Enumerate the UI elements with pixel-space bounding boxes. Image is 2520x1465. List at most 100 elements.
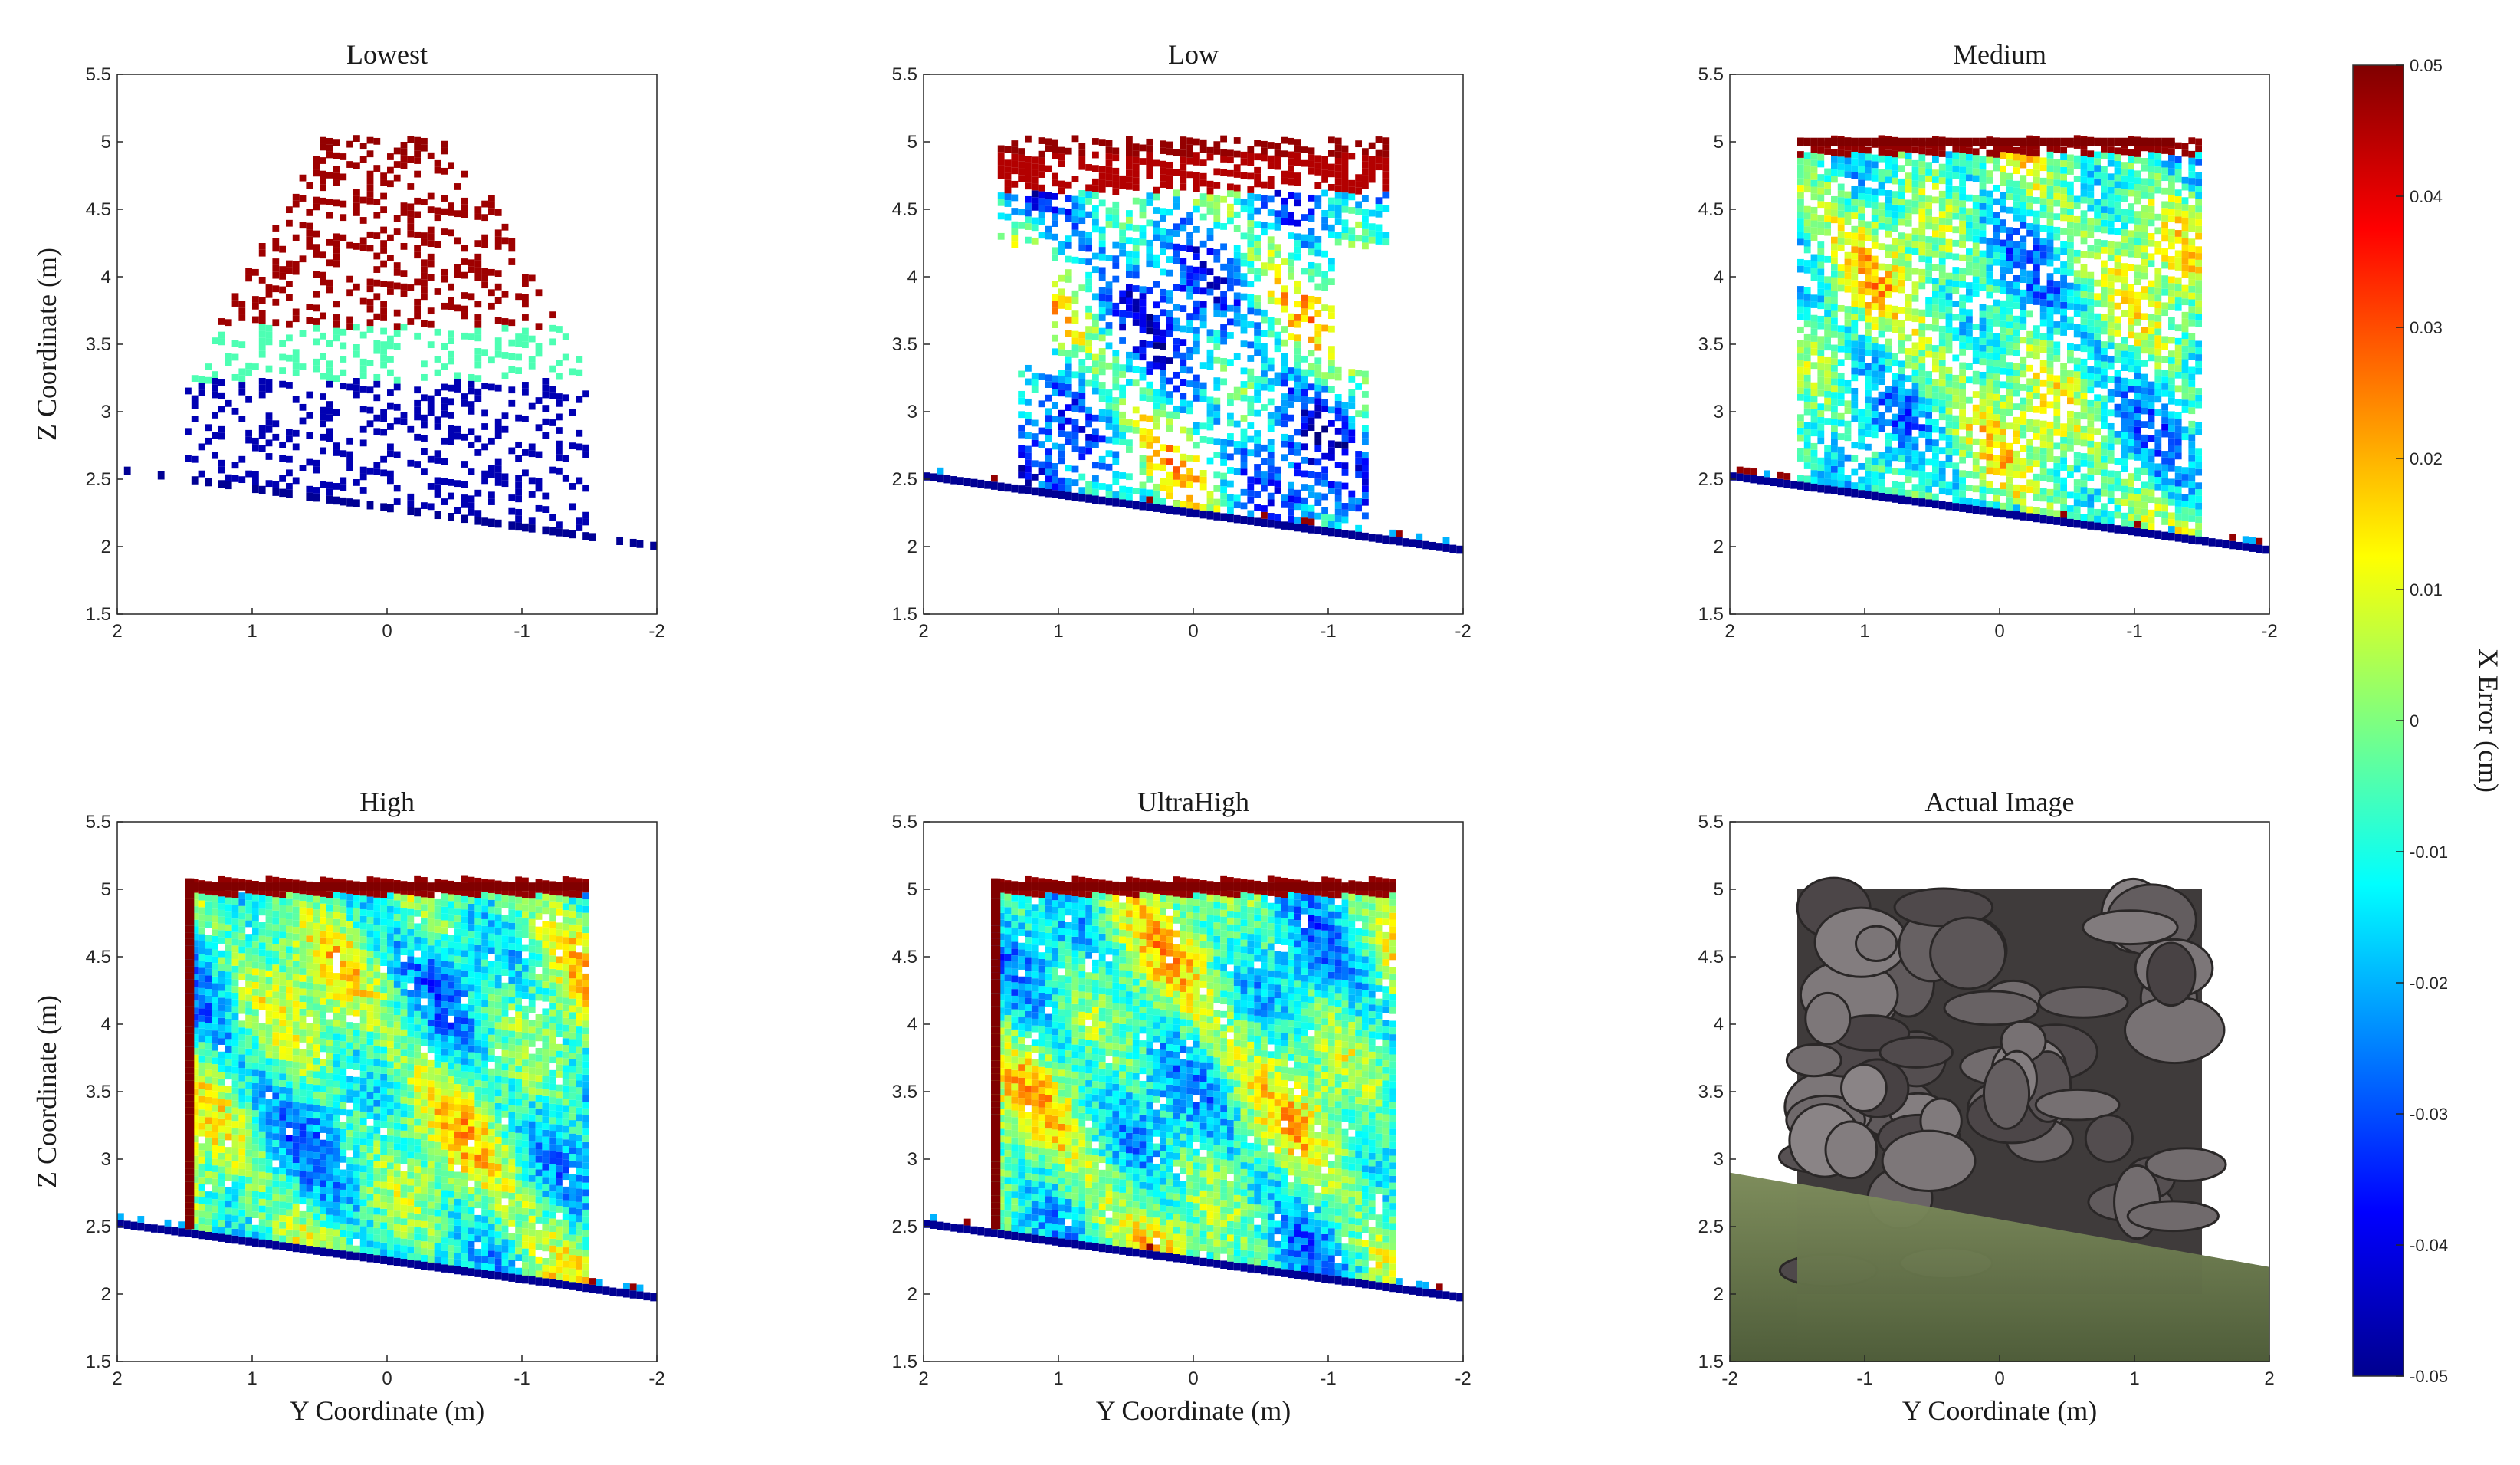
heatmap-cell <box>2000 354 2006 361</box>
heatmap-cell <box>1199 274 1207 281</box>
heatmap-cell <box>1892 413 1898 421</box>
heatmap-cell <box>1173 385 1180 393</box>
heatmap-cell <box>2128 412 2134 419</box>
heatmap-cell <box>1132 312 1140 320</box>
heatmap-cell <box>1803 429 1811 435</box>
heatmap-cell <box>1240 468 1248 476</box>
heatmap-cell <box>1898 320 1905 327</box>
heatmap-cell <box>1885 203 1892 211</box>
heatmap-cell <box>1126 169 1133 177</box>
heatmap-cell <box>1831 195 1838 203</box>
heatmap-cell <box>1213 296 1221 304</box>
heatmap-cell <box>1119 249 1126 257</box>
heatmap-cell <box>1199 483 1207 491</box>
heatmap-cell <box>1065 235 1072 243</box>
heatmap-cell <box>2080 459 2088 467</box>
heatmap-cell <box>1986 339 1993 346</box>
heatmap-cell <box>501 318 509 325</box>
heatmap-cell <box>2128 425 2134 433</box>
heatmap-cell <box>2046 401 2054 409</box>
heatmap-cell <box>1918 268 1926 276</box>
heatmap-cell <box>1797 205 1804 212</box>
heatmap-cell <box>1254 491 1261 498</box>
heatmap-cell <box>1119 398 1126 406</box>
heatmap-cell <box>2114 376 2121 384</box>
heatmap-cell <box>2046 340 2054 348</box>
heatmap-cell <box>1233 468 1241 475</box>
heatmap-cell <box>218 338 225 346</box>
heatmap-cell <box>326 428 333 435</box>
heatmap-cell <box>2087 440 2095 448</box>
heatmap-cell <box>1180 271 1187 278</box>
heatmap-cell <box>1803 239 1811 247</box>
heatmap-cell <box>1105 308 1113 316</box>
heatmap-cell <box>2148 395 2155 402</box>
heatmap-cell <box>1851 333 1859 341</box>
heatmap-cell <box>1837 264 1845 271</box>
heatmap-cell <box>1267 236 1275 244</box>
heatmap-cell <box>2046 300 2054 307</box>
heatmap-cell <box>1281 326 1288 333</box>
heatmap-cell <box>1294 341 1301 348</box>
heatmap-cell <box>1052 172 1058 180</box>
heatmap-cell <box>1925 398 1932 406</box>
heatmap-cell <box>2006 456 2013 464</box>
heatmap-cell <box>2039 441 2047 448</box>
heatmap-cell <box>1878 216 1885 223</box>
heatmap-cell <box>1146 327 1153 335</box>
heatmap-cell <box>1871 370 1879 378</box>
heatmap-cell <box>494 432 502 439</box>
heatmap-cell <box>1186 501 1193 509</box>
heatmap-cell <box>380 192 387 200</box>
heatmap-cell <box>2039 494 2047 502</box>
heatmap-cell <box>448 202 454 209</box>
heatmap-cell <box>2020 195 2027 202</box>
heatmap-cell <box>1254 274 1261 282</box>
heatmap-cell <box>441 208 448 215</box>
heatmap-cell <box>1824 303 1831 310</box>
heatmap-cell <box>937 467 944 475</box>
heatmap-cell <box>1220 513 1227 521</box>
heatmap-cell <box>1199 476 1207 484</box>
heatmap-cell <box>1837 412 1845 420</box>
heatmap-cell <box>2148 233 2155 240</box>
heatmap-cell <box>1355 531 1362 540</box>
heatmap-cell <box>292 349 300 356</box>
heatmap-cell <box>1112 215 1120 222</box>
heatmap-cell <box>245 362 252 370</box>
heatmap-cell <box>313 196 320 204</box>
heatmap-cell <box>542 526 550 535</box>
heatmap-cell <box>272 258 280 265</box>
heatmap-cell <box>1058 376 1065 383</box>
heatmap-cell <box>1071 297 1079 304</box>
heatmap-cell <box>1247 402 1255 409</box>
heatmap-cell <box>2080 432 2088 440</box>
heatmap-cell <box>2067 269 2074 276</box>
heatmap-cell <box>1959 159 1966 167</box>
heatmap-cell <box>1261 202 1268 209</box>
heatmap-cell <box>1180 278 1187 285</box>
heatmap-cell <box>1844 211 1852 218</box>
heatmap-cell <box>1810 166 1818 173</box>
heatmap-cell <box>2087 507 2095 515</box>
heatmap-cell <box>1153 449 1160 457</box>
heatmap-cell <box>191 375 199 383</box>
heatmap-cell <box>2006 422 2013 430</box>
heatmap-cell <box>1898 414 1905 422</box>
heatmap-cell <box>1052 307 1058 315</box>
heatmap-cell <box>576 524 583 531</box>
heatmap-cell <box>1824 228 1831 236</box>
heatmap-cell <box>1126 143 1133 149</box>
heatmap-cell <box>1851 252 1859 260</box>
heatmap-cell <box>191 455 199 463</box>
heatmap-cell <box>1119 297 1126 304</box>
heatmap-cell <box>474 206 482 214</box>
heatmap-cell <box>2141 205 2148 212</box>
heatmap-cell <box>1240 158 1248 166</box>
heatmap-cell <box>468 468 475 475</box>
heatmap-cell <box>212 371 218 378</box>
heatmap-cell <box>1294 368 1301 376</box>
heatmap-cell <box>2101 219 2108 227</box>
heatmap-cell <box>1160 295 1166 303</box>
heatmap-cell <box>1173 344 1180 352</box>
